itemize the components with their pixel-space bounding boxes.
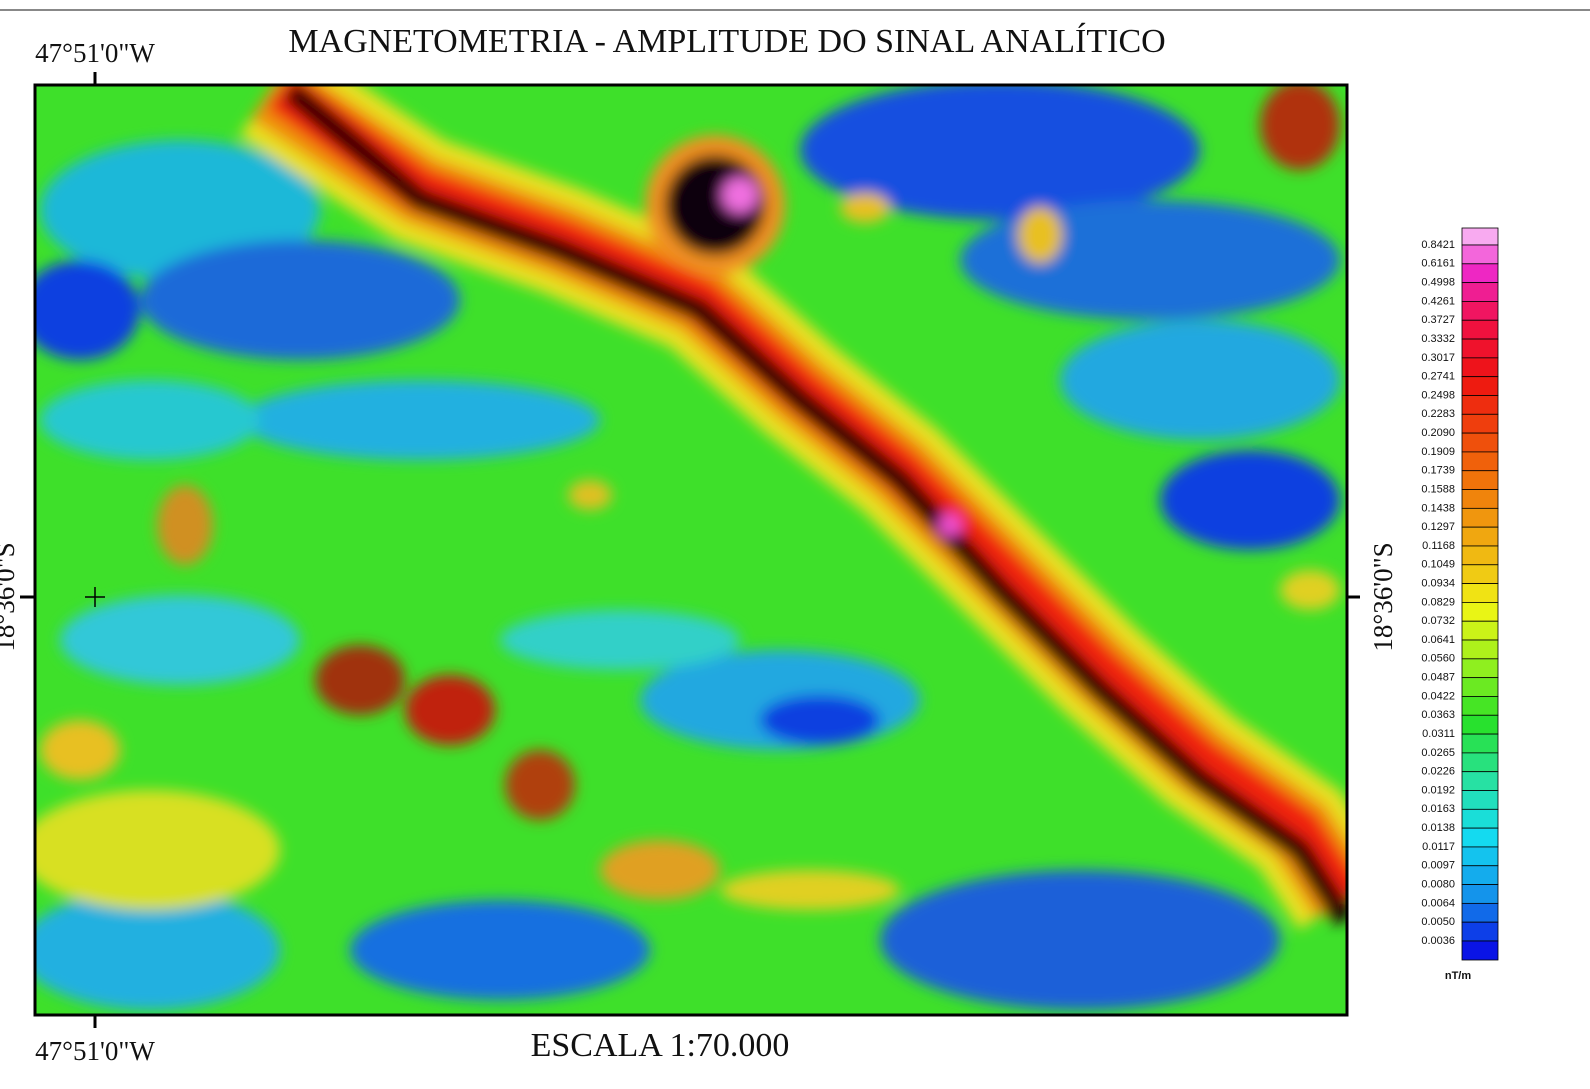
legend-label: 0.3727 [1421, 314, 1455, 326]
color-legend: 0.8421 0.6161 0.4998 0.4261 0.3727 0.3332 0.30… [1421, 228, 1498, 960]
legend-swatch [1462, 301, 1498, 320]
legend-swatch [1462, 546, 1498, 565]
legend-swatch [1462, 602, 1498, 621]
legend-swatch [1462, 339, 1498, 358]
legend-swatch [1462, 584, 1498, 603]
legend-label: 0.0641 [1421, 634, 1455, 646]
legend-swatch [1462, 809, 1498, 828]
legend-swatch [1462, 283, 1498, 302]
legend-swatch [1462, 903, 1498, 922]
legend-label: 0.0311 [1422, 728, 1455, 740]
legend-label: 0.3017 [1421, 352, 1455, 364]
top-longitude: 47°51'0"W [35, 38, 155, 68]
legend-label: 0.1739 [1421, 465, 1455, 477]
legend-unit: nT/m [1445, 970, 1471, 982]
legend-swatch [1462, 847, 1498, 866]
legend-label: 0.4261 [1421, 295, 1455, 307]
legend-label: 0.0036 [1421, 935, 1455, 947]
legend-swatch [1462, 228, 1498, 245]
legend-label: 0.0192 [1421, 784, 1455, 796]
legend-label: 0.0064 [1421, 897, 1455, 909]
legend-swatch [1462, 885, 1498, 904]
legend-label: 0.0422 [1421, 690, 1455, 702]
legend-swatch [1462, 922, 1498, 941]
legend-swatch [1462, 471, 1498, 490]
legend-label: 0.2090 [1421, 427, 1455, 439]
right-latitude: 18°36'0"S [1368, 542, 1398, 651]
legend-label: 0.3332 [1421, 333, 1455, 345]
legend-swatch [1462, 678, 1498, 697]
legend-swatch [1462, 433, 1498, 452]
legend-label: 0.0265 [1421, 747, 1455, 759]
legend-label: 0.4998 [1421, 277, 1455, 289]
legend-swatch [1462, 527, 1498, 546]
legend-swatch [1462, 358, 1498, 377]
legend-swatch [1462, 508, 1498, 527]
legend-swatch [1462, 621, 1498, 640]
legend-swatch [1462, 696, 1498, 715]
legend-label: 0.1049 [1421, 559, 1455, 571]
left-latitude: 18°36'0"S [0, 542, 20, 651]
legend-swatch [1462, 753, 1498, 772]
legend-label: 0.0732 [1421, 615, 1455, 627]
raster-map [20, 80, 1347, 1015]
legend-swatch [1462, 452, 1498, 471]
legend-swatch [1462, 791, 1498, 810]
legend-label: 0.0117 [1422, 841, 1455, 853]
legend-label: 0.0487 [1421, 672, 1455, 684]
legend-label: 0.1438 [1421, 502, 1455, 514]
legend-label: 0.6161 [1421, 258, 1455, 270]
legend-swatch [1462, 264, 1498, 283]
legend-label: 0.2741 [1421, 371, 1455, 383]
map-page: MAGNETOMETRIA - AMPLITUDE DO SINAL ANALÍ… [0, 0, 1590, 1089]
legend-swatch [1462, 734, 1498, 753]
legend-label: 0.0097 [1421, 860, 1455, 872]
map-title: MAGNETOMETRIA - AMPLITUDE DO SINAL ANALÍ… [288, 23, 1165, 60]
legend-swatch [1462, 414, 1498, 433]
legend-swatch [1462, 490, 1498, 509]
legend-swatch [1462, 659, 1498, 678]
legend-label: 0.8421 [1421, 239, 1455, 251]
legend-swatch [1462, 377, 1498, 396]
legend-swatch [1462, 395, 1498, 414]
bottom-longitude: 47°51'0"W [35, 1036, 155, 1066]
legend-swatch [1462, 772, 1498, 791]
legend-swatch [1462, 320, 1498, 339]
legend-label: 0.0934 [1421, 578, 1455, 590]
legend-swatch [1462, 640, 1498, 659]
legend-label: 0.1297 [1421, 521, 1455, 533]
legend-label: 0.0560 [1421, 653, 1455, 665]
legend-label: 0.0080 [1421, 878, 1455, 890]
legend-swatch [1462, 866, 1498, 885]
legend-label: 0.1588 [1421, 483, 1455, 495]
legend-label: 0.0363 [1421, 709, 1455, 721]
legend-label: 0.2283 [1421, 408, 1455, 420]
legend-label: 0.0226 [1421, 766, 1455, 778]
legend-swatch [1462, 715, 1498, 734]
legend-swatch [1462, 941, 1498, 960]
legend-label: 0.0050 [1421, 916, 1455, 928]
legend-swatch [1462, 245, 1498, 264]
legend-label: 0.1168 [1422, 540, 1455, 552]
legend-label: 0.2498 [1421, 389, 1455, 401]
legend-label: 0.0138 [1421, 822, 1455, 834]
legend-swatch [1462, 828, 1498, 847]
scale-label: ESCALA 1:70.000 [531, 1027, 790, 1064]
legend-swatch [1462, 565, 1498, 584]
legend-label: 0.0829 [1421, 596, 1455, 608]
legend-label: 0.1909 [1421, 446, 1455, 458]
legend-label: 0.0163 [1421, 803, 1455, 815]
